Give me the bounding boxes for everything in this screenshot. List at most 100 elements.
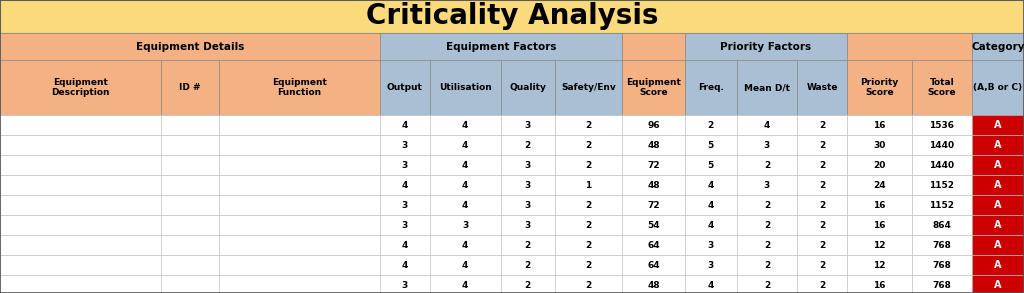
Text: 1: 1 [586, 180, 592, 190]
Bar [797, 155, 847, 175]
Text: 2: 2 [764, 161, 770, 169]
Bar [847, 155, 911, 175]
Text: 12: 12 [873, 260, 886, 270]
Text: 16: 16 [873, 221, 886, 229]
Bar [501, 115, 555, 135]
Bar [380, 255, 430, 275]
Bar [162, 195, 218, 215]
Text: Equipment
Score: Equipment Score [626, 78, 681, 97]
Bar [501, 155, 555, 175]
Bar [162, 155, 218, 175]
Bar [737, 115, 797, 135]
Bar [972, 135, 1024, 155]
Text: 4: 4 [462, 141, 468, 149]
Text: 16: 16 [873, 120, 886, 130]
Bar [430, 215, 501, 235]
Bar [0, 175, 162, 195]
Text: A: A [994, 160, 1001, 170]
Bar [972, 275, 1024, 293]
Bar [0, 135, 162, 155]
Text: Priority
Score: Priority Score [860, 78, 898, 97]
Text: Equipment Factors: Equipment Factors [445, 42, 556, 52]
Text: 768: 768 [932, 260, 951, 270]
Bar [797, 195, 847, 215]
Bar [501, 60, 555, 115]
Text: Equipment
Description: Equipment Description [51, 78, 110, 97]
Text: 16: 16 [873, 200, 886, 209]
Bar [501, 175, 555, 195]
Text: A: A [994, 180, 1001, 190]
Bar [623, 175, 685, 195]
Text: 4: 4 [462, 180, 468, 190]
Text: 768: 768 [932, 241, 951, 250]
Bar [430, 275, 501, 293]
Text: 2: 2 [819, 141, 825, 149]
Text: Total
Score: Total Score [928, 78, 956, 97]
Text: Output: Output [387, 83, 423, 92]
Text: 48: 48 [647, 280, 659, 289]
Bar [623, 135, 685, 155]
Text: 2: 2 [586, 280, 592, 289]
Bar [0, 155, 162, 175]
Bar [555, 175, 623, 195]
Bar [0, 215, 162, 235]
Bar [685, 235, 737, 255]
Text: 2: 2 [586, 120, 592, 130]
Text: 4: 4 [462, 260, 468, 270]
Bar [847, 135, 911, 155]
Bar [972, 235, 1024, 255]
Text: Freq.: Freq. [697, 83, 724, 92]
Bar [162, 275, 218, 293]
Bar [430, 175, 501, 195]
Bar [380, 135, 430, 155]
Bar [972, 60, 1024, 115]
Bar [430, 60, 501, 115]
Bar [847, 195, 911, 215]
Bar [0, 0, 1024, 33]
Text: A: A [994, 120, 1001, 130]
Text: 4: 4 [401, 180, 408, 190]
Text: 12: 12 [873, 241, 886, 250]
Bar [847, 175, 911, 195]
Bar [555, 135, 623, 155]
Text: 2: 2 [819, 221, 825, 229]
Bar [623, 115, 685, 135]
Bar [380, 33, 623, 60]
Bar [218, 135, 380, 155]
Text: 96: 96 [647, 120, 659, 130]
Bar [911, 275, 972, 293]
Bar [911, 255, 972, 275]
Bar [623, 155, 685, 175]
Bar [847, 60, 911, 115]
Text: 4: 4 [462, 241, 468, 250]
Bar [972, 175, 1024, 195]
Text: A: A [994, 240, 1001, 250]
Bar [911, 155, 972, 175]
Text: 3: 3 [708, 241, 714, 250]
Bar [218, 275, 380, 293]
Text: 2: 2 [524, 260, 530, 270]
Text: 4: 4 [708, 280, 714, 289]
Text: 4: 4 [764, 120, 770, 130]
Text: 3: 3 [401, 280, 408, 289]
Text: 2: 2 [819, 120, 825, 130]
Text: Waste: Waste [806, 83, 838, 92]
Bar [972, 155, 1024, 175]
Bar [218, 215, 380, 235]
Bar [737, 275, 797, 293]
Bar [737, 60, 797, 115]
Bar [623, 195, 685, 215]
Bar [501, 215, 555, 235]
Text: 1152: 1152 [930, 200, 954, 209]
Bar [555, 255, 623, 275]
Bar [737, 215, 797, 235]
Text: 3: 3 [764, 180, 770, 190]
Bar [623, 255, 685, 275]
Bar [555, 60, 623, 115]
Bar [737, 235, 797, 255]
Bar [972, 195, 1024, 215]
Bar [911, 235, 972, 255]
Bar [162, 115, 218, 135]
Text: Safety/Env: Safety/Env [561, 83, 615, 92]
Bar [218, 235, 380, 255]
